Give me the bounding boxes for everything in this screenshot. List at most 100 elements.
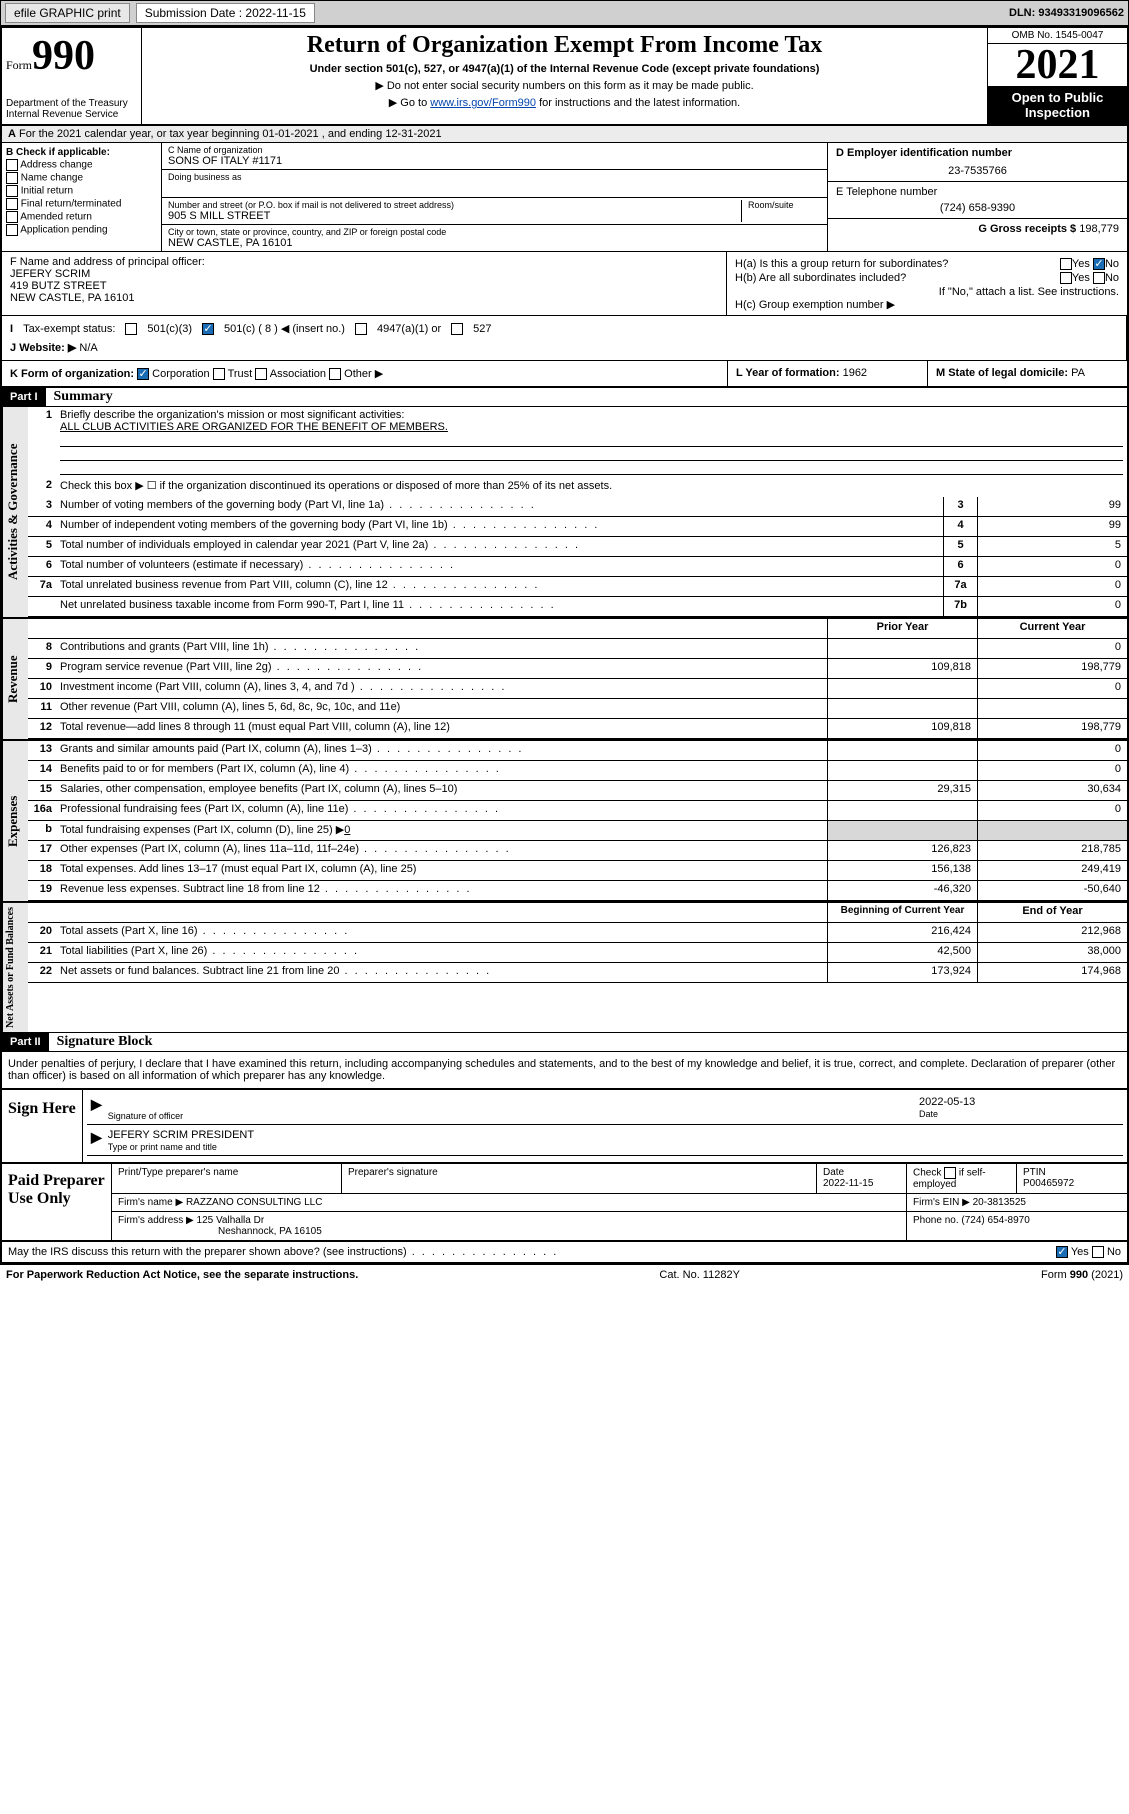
prep-sig-label: Preparer's signature bbox=[342, 1164, 817, 1193]
discuss-question: May the IRS discuss this return with the… bbox=[8, 1246, 558, 1258]
box-b-checkboxes: B Check if applicable: Address change Na… bbox=[2, 143, 162, 251]
hb-label: H(b) Are all subordinates included? bbox=[735, 272, 906, 284]
part2-header: Part II bbox=[2, 1033, 49, 1051]
line4: Number of independent voting members of … bbox=[56, 517, 943, 536]
line1-label: Briefly describe the organization's miss… bbox=[60, 409, 404, 421]
org-name: SONS OF ITALY #1171 bbox=[168, 155, 821, 167]
line2: Check this box ▶ ☐ if the organization d… bbox=[56, 477, 1127, 497]
ptin: P00465972 bbox=[1023, 1178, 1074, 1189]
line4-val: 99 bbox=[977, 517, 1127, 536]
officer-addr2: NEW CASTLE, PA 16101 bbox=[10, 292, 718, 304]
line9: Program service revenue (Part VIII, line… bbox=[56, 659, 827, 678]
officer-print-name: JEFERY SCRIM PRESIDENT bbox=[108, 1129, 254, 1141]
line12: Total revenue—add lines 8 through 11 (mu… bbox=[56, 719, 827, 738]
form-org-label: K Form of organization: bbox=[10, 368, 134, 380]
efile-btn[interactable]: efile GRAPHIC print bbox=[5, 3, 130, 23]
side-expenses: Expenses bbox=[2, 741, 28, 901]
line16a: Professional fundraising fees (Part IX, … bbox=[56, 801, 827, 820]
beginning-year-hdr: Beginning of Current Year bbox=[827, 903, 977, 922]
topbar: efile GRAPHIC print Submission Date : 20… bbox=[0, 0, 1129, 26]
form-990: Form990 Department of the Treasury Inter… bbox=[0, 26, 1129, 1264]
perjury-declaration: Under penalties of perjury, I declare th… bbox=[2, 1052, 1127, 1088]
cb-final-return[interactable]: Final return/terminated bbox=[6, 198, 157, 210]
line1-mission: ALL CLUB ACTIVITIES ARE ORGANIZED FOR TH… bbox=[60, 421, 448, 433]
line6-val: 0 bbox=[977, 557, 1127, 576]
end-year-hdr: End of Year bbox=[977, 903, 1127, 922]
ein-label: D Employer identification number bbox=[836, 147, 1012, 159]
line5-val: 5 bbox=[977, 537, 1127, 556]
phone-label: E Telephone number bbox=[836, 186, 937, 198]
part1-title: Summary bbox=[46, 389, 113, 405]
cb-initial-return[interactable]: Initial return bbox=[6, 185, 157, 197]
arrow-icon: ▶ bbox=[91, 1096, 102, 1122]
line18: Total expenses. Add lines 13–17 (must eq… bbox=[56, 861, 827, 880]
cb-amended[interactable]: Amended return bbox=[6, 211, 157, 223]
prep-date: 2022-11-15 bbox=[823, 1178, 873, 1189]
line7b-val: 0 bbox=[977, 597, 1127, 616]
hb-note: If "No," attach a list. See instructions… bbox=[735, 286, 1119, 298]
tax-year: 2021 bbox=[988, 44, 1127, 86]
sig-date: 2022-05-13 bbox=[919, 1096, 975, 1108]
org-name-label: C Name of organization bbox=[168, 145, 821, 155]
line8: Contributions and grants (Part VIII, lin… bbox=[56, 639, 827, 658]
phone-value: (724) 658-9390 bbox=[836, 202, 1119, 214]
ssn-note: ▶ Do not enter social security numbers o… bbox=[150, 79, 979, 92]
city-state-zip: NEW CASTLE, PA 16101 bbox=[168, 237, 821, 249]
open-inspection: Open to Public Inspection bbox=[988, 86, 1127, 124]
officer-sig-label: Signature of officer bbox=[108, 1111, 183, 1121]
ha-label: H(a) Is this a group return for subordin… bbox=[735, 258, 948, 270]
form-title: Return of Organization Exempt From Incom… bbox=[150, 32, 979, 59]
line14: Benefits paid to or for members (Part IX… bbox=[56, 761, 827, 780]
line5: Total number of individuals employed in … bbox=[56, 537, 943, 556]
firm-phone: (724) 654-8970 bbox=[961, 1215, 1029, 1226]
line19: Revenue less expenses. Subtract line 18 … bbox=[56, 881, 827, 900]
cb-name-change[interactable]: Name change bbox=[6, 172, 157, 184]
line16b: Total fundraising expenses (Part IX, col… bbox=[60, 824, 344, 836]
form990-link[interactable]: www.irs.gov/Form990 bbox=[430, 97, 536, 109]
ein-value: 23-7535766 bbox=[836, 165, 1119, 177]
current-year-hdr: Current Year bbox=[977, 619, 1127, 638]
part2-title: Signature Block bbox=[49, 1034, 153, 1050]
room-label: Room/suite bbox=[748, 200, 821, 210]
pra-notice: For Paperwork Reduction Act Notice, see … bbox=[6, 1269, 358, 1281]
line7a-val: 0 bbox=[977, 577, 1127, 596]
part1-header: Part I bbox=[2, 388, 46, 406]
street-address: 905 S MILL STREET bbox=[168, 210, 741, 222]
cb-address-change[interactable]: Address change bbox=[6, 159, 157, 171]
submission-date: Submission Date : 2022-11-15 bbox=[136, 3, 315, 23]
link-note: ▶ Go to www.irs.gov/Form990 for instruct… bbox=[150, 96, 979, 109]
side-revenue: Revenue bbox=[2, 619, 28, 739]
irs-label: Internal Revenue Service bbox=[6, 109, 137, 120]
tax-status-label: Tax-exempt status: bbox=[23, 323, 115, 335]
line7b: Net unrelated business taxable income fr… bbox=[56, 597, 943, 616]
cb-app-pending[interactable]: Application pending bbox=[6, 224, 157, 236]
line6: Total number of volunteers (estimate if … bbox=[56, 557, 943, 576]
hc-label: H(c) Group exemption number ▶ bbox=[735, 298, 1119, 311]
city-label: City or town, state or province, country… bbox=[168, 227, 821, 237]
line17: Other expenses (Part IX, column (A), lin… bbox=[56, 841, 827, 860]
prior-year-hdr: Prior Year bbox=[827, 619, 977, 638]
row-a-tax-year: A For the 2021 calendar year, or tax yea… bbox=[2, 126, 1127, 143]
line10: Investment income (Part VIII, column (A)… bbox=[56, 679, 827, 698]
form-number: Form990 bbox=[6, 32, 137, 80]
firm-addr: 125 Valhalla Dr bbox=[197, 1215, 265, 1226]
firm-ein: 20-3813525 bbox=[973, 1197, 1026, 1208]
state-domicile: PA bbox=[1071, 367, 1085, 379]
line3: Number of voting members of the governin… bbox=[56, 497, 943, 516]
line7a: Total unrelated business revenue from Pa… bbox=[56, 577, 943, 596]
gross-receipts-value: 198,779 bbox=[1079, 223, 1119, 235]
line22: Net assets or fund balances. Subtract li… bbox=[56, 963, 827, 982]
form-subtitle: Under section 501(c), 527, or 4947(a)(1)… bbox=[150, 63, 979, 75]
line15: Salaries, other compensation, employee b… bbox=[56, 781, 827, 800]
form-page: Form 990 (2021) bbox=[1041, 1269, 1123, 1281]
street-label: Number and street (or P.O. box if mail i… bbox=[168, 200, 741, 210]
website-label: Website: ▶ bbox=[19, 342, 76, 354]
dba-label: Doing business as bbox=[168, 172, 821, 182]
sign-here-label: Sign Here bbox=[2, 1090, 82, 1162]
firm-name: RAZZANO CONSULTING LLC bbox=[186, 1197, 323, 1208]
year-formation: 1962 bbox=[843, 367, 867, 379]
officer-name: JEFERY SCRIM bbox=[10, 268, 718, 280]
dept-treasury: Department of the Treasury bbox=[6, 98, 137, 109]
cat-no: Cat. No. 11282Y bbox=[659, 1269, 740, 1281]
prep-name-label: Print/Type preparer's name bbox=[112, 1164, 342, 1193]
